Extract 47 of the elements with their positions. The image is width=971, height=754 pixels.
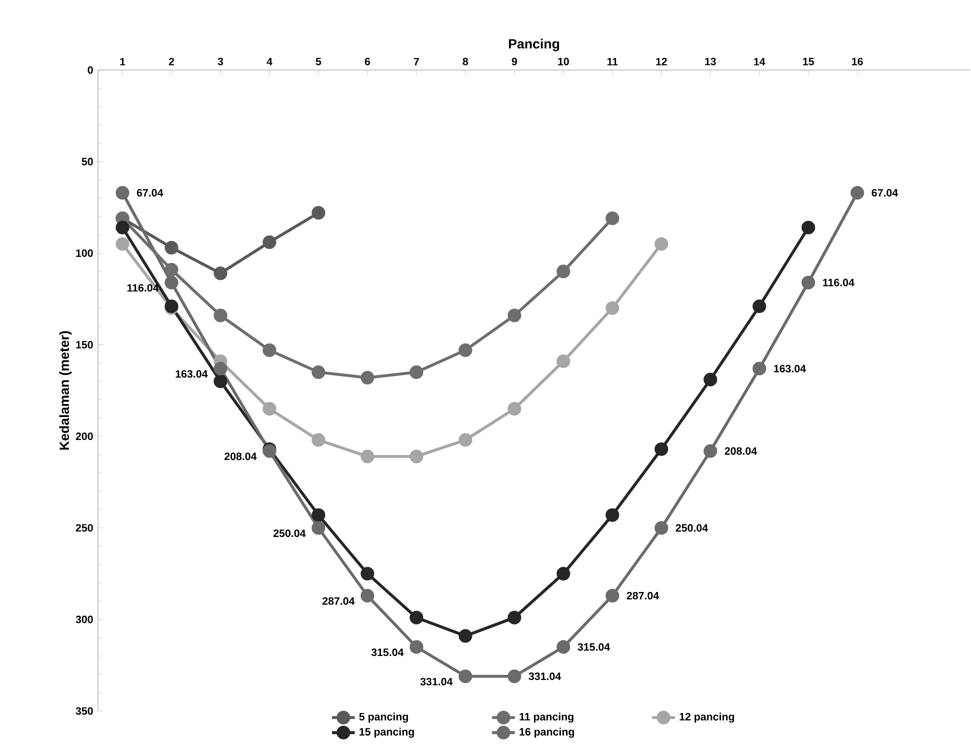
x-tick-label: 13 bbox=[705, 58, 716, 66]
y-tick-label: 300 bbox=[76, 616, 93, 624]
y-tick-label: 150 bbox=[76, 340, 93, 348]
x-tick-label: 7 bbox=[414, 58, 419, 66]
data-label: 250.04 bbox=[676, 524, 708, 532]
data-label: 67.04 bbox=[872, 189, 898, 197]
x-tick-label: 5 bbox=[316, 58, 322, 66]
y-tick-label: 0 bbox=[88, 66, 93, 74]
x-axis-title: Pancing bbox=[508, 38, 560, 52]
y-tick-label: 100 bbox=[76, 249, 93, 257]
x-tick-label: 3 bbox=[218, 58, 224, 66]
legend-label: 5 pancing bbox=[359, 712, 408, 723]
data-label: 163.04 bbox=[774, 364, 806, 372]
y-axis-title: Kedalaman (meter) bbox=[59, 331, 72, 450]
data-label: 116.04 bbox=[823, 278, 854, 286]
data-label: 208.04 bbox=[224, 452, 257, 460]
data-label: 315.04 bbox=[578, 643, 610, 651]
x-tick-label: 1 bbox=[120, 58, 126, 66]
data-label: 287.04 bbox=[322, 597, 355, 605]
data-label: 287.04 bbox=[626, 592, 659, 600]
data-label: 315.04 bbox=[371, 648, 404, 656]
data-label: 331.04 bbox=[420, 678, 453, 686]
x-tick-label: 10 bbox=[558, 58, 569, 66]
y-tick-label: 350 bbox=[76, 707, 93, 715]
x-tick-label: 15 bbox=[803, 58, 814, 66]
x-tick-label: 11 bbox=[607, 58, 618, 66]
x-tick-label: 2 bbox=[168, 58, 174, 66]
legend-label: 12 pancing bbox=[680, 712, 734, 723]
x-tick-label: 6 bbox=[364, 58, 370, 66]
legend-label: 15 pancing bbox=[360, 728, 414, 738]
x-tick-label: 9 bbox=[512, 58, 517, 66]
x-tick-label: 12 bbox=[656, 58, 667, 66]
legend-label: 16 pancing bbox=[520, 728, 574, 738]
x-tick-label: 14 bbox=[754, 58, 766, 66]
y-tick-label: 250 bbox=[76, 524, 93, 532]
data-label: 116.04 bbox=[127, 284, 159, 292]
y-tick-label: 200 bbox=[76, 432, 93, 440]
y-tick-label: 50 bbox=[82, 158, 93, 166]
data-label: 208.04 bbox=[724, 447, 757, 455]
x-tick-label: 8 bbox=[462, 58, 468, 66]
x-tick-label: 4 bbox=[266, 58, 272, 66]
data-label: 163.04 bbox=[176, 370, 208, 378]
data-label: 67.04 bbox=[136, 189, 164, 197]
legend-label: 11 pancing bbox=[520, 712, 574, 723]
x-tick-label: 16 bbox=[852, 58, 863, 66]
data-label: 331.04 bbox=[528, 672, 562, 680]
data-label: 250.04 bbox=[273, 530, 306, 538]
